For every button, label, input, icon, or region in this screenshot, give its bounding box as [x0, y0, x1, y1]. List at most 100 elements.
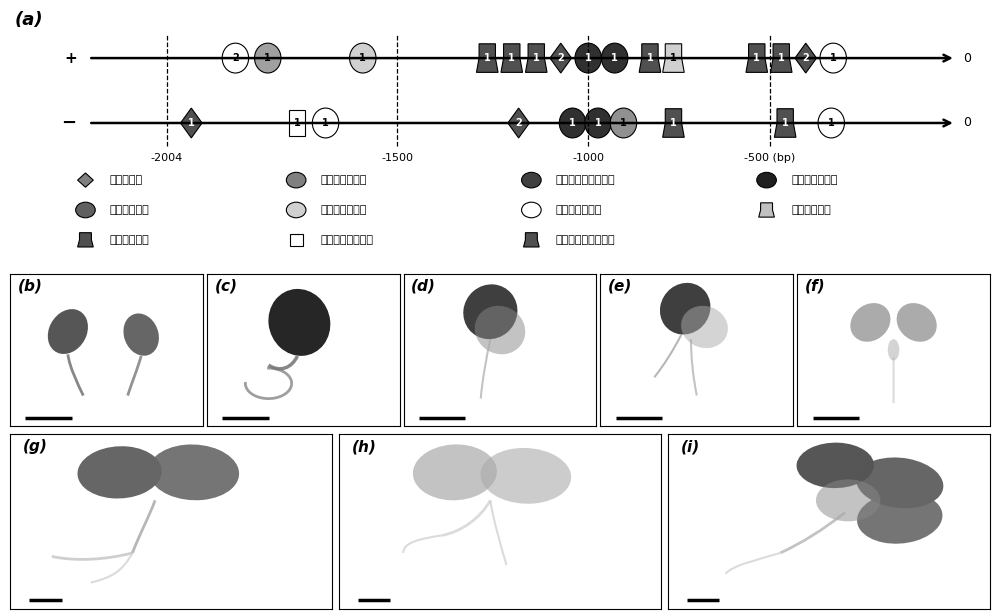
Text: 1: 1: [595, 118, 601, 128]
Polygon shape: [759, 203, 774, 217]
Text: 1: 1: [828, 118, 835, 128]
Ellipse shape: [797, 443, 874, 488]
Ellipse shape: [857, 492, 942, 544]
Ellipse shape: [522, 202, 541, 218]
Text: 1: 1: [830, 53, 837, 63]
Ellipse shape: [480, 448, 571, 504]
Ellipse shape: [585, 108, 611, 138]
Ellipse shape: [76, 202, 95, 218]
Text: 赤霎素响应元件: 赤霎素响应元件: [556, 205, 602, 215]
Text: -1500: -1500: [381, 153, 413, 163]
Text: 光响应元件: 光响应元件: [110, 175, 143, 185]
Text: 1: 1: [188, 118, 195, 128]
Text: 1: 1: [782, 118, 789, 128]
Polygon shape: [476, 44, 498, 73]
Text: 生长素响应元件: 生长素响应元件: [791, 175, 837, 185]
Text: 1: 1: [778, 53, 785, 63]
Ellipse shape: [286, 202, 306, 218]
Ellipse shape: [255, 43, 281, 73]
Ellipse shape: [559, 108, 586, 138]
Text: 1: 1: [670, 53, 677, 63]
Text: 1: 1: [359, 53, 366, 63]
Text: 1: 1: [294, 118, 301, 128]
Ellipse shape: [522, 172, 541, 188]
Polygon shape: [508, 108, 529, 138]
Text: 0: 0: [964, 52, 972, 65]
Text: (g): (g): [23, 439, 48, 454]
Text: (i): (i): [681, 439, 700, 454]
Ellipse shape: [818, 108, 844, 138]
Ellipse shape: [820, 43, 846, 73]
Ellipse shape: [897, 303, 937, 342]
Text: (f): (f): [805, 278, 825, 293]
Ellipse shape: [757, 172, 776, 188]
Text: 参与防御和应激反应: 参与防御和应激反应: [556, 235, 615, 245]
Text: 1: 1: [647, 53, 653, 63]
Ellipse shape: [575, 43, 601, 73]
Ellipse shape: [123, 314, 159, 355]
Bar: [290, 234, 303, 246]
Ellipse shape: [148, 445, 239, 500]
Text: -500 (bp): -500 (bp): [744, 153, 795, 163]
Text: 压力响应元件: 压力响应元件: [791, 205, 831, 215]
Polygon shape: [663, 44, 684, 73]
Text: 1: 1: [753, 53, 760, 63]
Ellipse shape: [660, 283, 710, 335]
Text: 1: 1: [508, 53, 515, 63]
Text: 2: 2: [232, 53, 239, 63]
Ellipse shape: [850, 303, 890, 342]
Polygon shape: [525, 44, 547, 73]
Ellipse shape: [413, 445, 497, 501]
Ellipse shape: [222, 43, 249, 73]
Text: 2: 2: [802, 53, 809, 63]
Ellipse shape: [856, 458, 943, 508]
Polygon shape: [181, 108, 202, 138]
Polygon shape: [663, 109, 684, 137]
Text: 1: 1: [585, 53, 592, 63]
Ellipse shape: [888, 339, 899, 360]
Text: -2004: -2004: [151, 153, 183, 163]
Text: (b): (b): [18, 278, 43, 293]
Polygon shape: [639, 44, 661, 73]
Text: 1: 1: [533, 53, 540, 63]
Text: 1: 1: [322, 118, 329, 128]
Text: 1: 1: [620, 118, 627, 128]
Text: +: +: [64, 50, 77, 66]
Text: 2: 2: [557, 53, 564, 63]
Polygon shape: [78, 232, 93, 247]
Ellipse shape: [48, 309, 88, 354]
Text: 1: 1: [264, 53, 271, 63]
Ellipse shape: [286, 172, 306, 188]
Text: 1: 1: [569, 118, 576, 128]
Text: 1: 1: [611, 53, 618, 63]
Ellipse shape: [463, 284, 517, 339]
Text: 甲基茵莉酸响应元件: 甲基茵莉酸响应元件: [556, 175, 615, 185]
Text: 厌氧诱导调控元件: 厌氧诱导调控元件: [321, 235, 374, 245]
Bar: [289, 110, 305, 136]
Ellipse shape: [268, 289, 330, 356]
Text: −: −: [62, 114, 77, 132]
Ellipse shape: [681, 306, 728, 348]
Text: (e): (e): [608, 278, 632, 293]
Text: (c): (c): [214, 278, 237, 293]
Polygon shape: [524, 232, 539, 247]
Text: 2: 2: [515, 118, 522, 128]
Ellipse shape: [610, 108, 637, 138]
Text: 参与抗病反应: 参与抗病反应: [110, 235, 150, 245]
Polygon shape: [774, 109, 796, 137]
Text: (d): (d): [411, 278, 436, 293]
Polygon shape: [501, 44, 523, 73]
Text: (a): (a): [15, 11, 44, 30]
Polygon shape: [770, 44, 792, 73]
Ellipse shape: [816, 479, 880, 522]
Text: 水杨酸响应元件: 水杨酸响应元件: [321, 205, 367, 215]
Ellipse shape: [601, 43, 628, 73]
Polygon shape: [795, 43, 817, 73]
Polygon shape: [746, 44, 768, 73]
Polygon shape: [550, 43, 572, 73]
Text: 0: 0: [964, 116, 972, 130]
Text: -1000: -1000: [572, 153, 604, 163]
Text: (h): (h): [352, 439, 377, 454]
Text: 乙烯响应元件: 乙烯响应元件: [110, 205, 150, 215]
Text: 脱落酸响应元件: 脱落酸响应元件: [321, 175, 367, 185]
